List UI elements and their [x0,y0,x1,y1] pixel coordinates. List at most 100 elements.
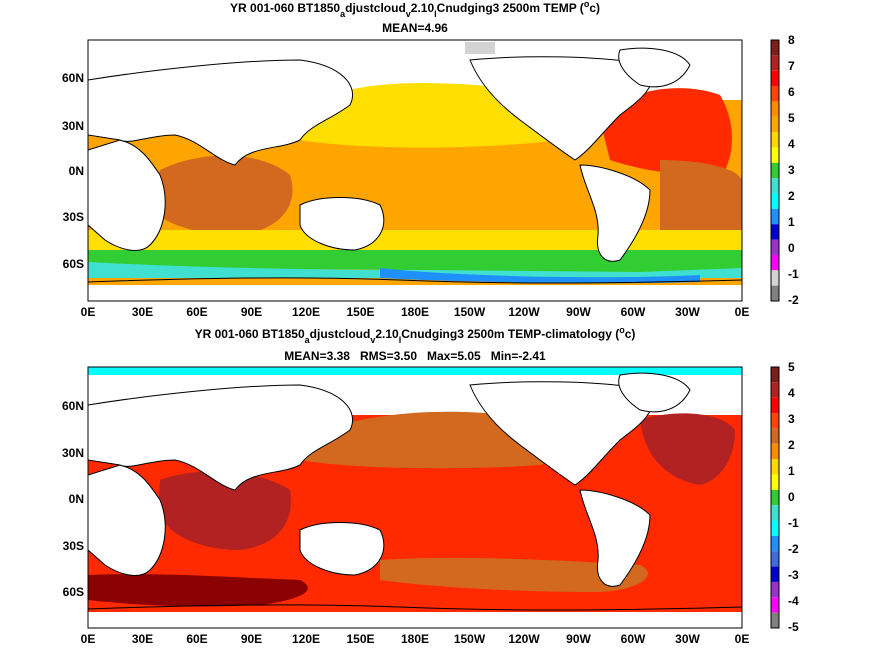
colorbar-swatch [771,162,779,179]
panel-2-colorbar [770,366,780,629]
colorbar-swatch [771,443,779,460]
colorbar-swatch [771,397,779,414]
colorbar-swatch [771,86,779,102]
panel-1-subtitle: MEAN=4.96 [382,21,448,35]
svg-text:0: 0 [788,490,795,504]
svg-text:4: 4 [788,137,795,151]
svg-text:-3: -3 [788,568,799,582]
colorbar-swatch [771,367,779,383]
colorbar-swatch [771,597,779,613]
svg-text:60N: 60N [62,71,84,85]
colorbar-swatch [771,428,779,444]
svg-text:5: 5 [788,111,795,125]
svg-text:60E: 60E [186,305,207,319]
svg-text:0E: 0E [735,305,750,319]
colorbar-swatch [771,101,779,117]
colorbar-swatch [771,581,779,598]
svg-text:150W: 150W [454,632,486,646]
colorbar-swatch [771,505,779,521]
colorbar-swatch [771,70,779,87]
colorbar-swatch [771,40,779,56]
panel-1-title: YR 001-060 BT1850adjustcloudv2.10lCnudgi… [230,0,600,19]
svg-text:3: 3 [788,412,795,426]
svg-text:-5: -5 [788,620,799,634]
svg-text:0E: 0E [81,632,96,646]
svg-text:90E: 90E [241,632,262,646]
svg-text:90W: 90W [566,632,591,646]
colorbar-swatch [771,382,779,398]
colorbar-swatch [771,224,779,240]
colorbar-swatch [771,520,779,536]
svg-text:60E: 60E [186,632,207,646]
colorbar-swatch [771,535,779,552]
svg-text:150E: 150E [346,632,374,646]
svg-text:180E: 180E [401,632,429,646]
svg-text:60S: 60S [63,585,84,599]
svg-text:60W: 60W [621,632,646,646]
colorbar-swatch [771,489,779,506]
colorbar-swatch [771,147,779,163]
panel-1-colorbar-labels: 8 7 6 5 4 3 2 1 0 -1 -2 [788,33,799,307]
svg-text:7: 7 [788,59,795,73]
svg-text:2: 2 [788,189,795,203]
svg-text:60N: 60N [62,399,84,413]
svg-text:90W: 90W [566,305,591,319]
panel-1-y-axis: 60N 30N 0N 30S 60S [62,71,84,271]
svg-text:30S: 30S [63,210,84,224]
svg-text:0: 0 [788,241,795,255]
svg-text:2: 2 [788,438,795,452]
svg-text:1: 1 [788,215,795,229]
svg-text:-1: -1 [788,267,799,281]
panel-2-map [87,366,743,629]
svg-text:30W: 30W [675,632,700,646]
colorbar-swatch [771,55,779,71]
colorbar-swatch [771,178,779,194]
panel-2-y-axis: 60N 30N 0N 30S 60S [62,399,84,599]
colorbar-swatch [771,254,779,271]
colorbar-swatch [771,270,779,286]
svg-text:60S: 60S [63,257,84,271]
panel-2-subtitle: MEAN=3.38 RMS=3.50 Max=5.05 Min=-2.41 [284,349,546,363]
svg-text:120W: 120W [508,305,540,319]
svg-text:6: 6 [788,85,795,99]
colorbar-swatch [771,413,779,429]
svg-text:30E: 30E [132,305,153,319]
svg-text:5: 5 [788,360,795,374]
svg-text:30N: 30N [62,446,84,460]
colorbar-swatch [771,566,779,582]
svg-text:-1: -1 [788,516,799,530]
svg-text:3: 3 [788,163,795,177]
colorbar-frame [770,366,780,629]
svg-text:-4: -4 [788,594,799,608]
svg-text:30E: 30E [132,632,153,646]
svg-text:120E: 120E [292,305,320,319]
panel-1-map [87,39,743,302]
svg-text:90E: 90E [241,305,262,319]
colorbar-swatch [771,459,779,475]
colorbar-swatch [771,612,779,628]
svg-text:150E: 150E [346,305,374,319]
colorbar-swatch [771,132,779,148]
panel-1: YR 001-060 BT1850adjustcloudv2.10lCnudgi… [62,0,799,319]
svg-text:-2: -2 [788,293,799,307]
panel-2-x-axis: 0E 30E 60E 90E 120E 150E 180E 150W 120W … [81,632,750,646]
svg-text:0E: 0E [735,632,750,646]
colorbar-swatch [771,551,779,567]
colorbar-swatch [771,208,779,225]
colorbar-swatch [771,239,779,255]
svg-text:60W: 60W [621,305,646,319]
svg-text:-2: -2 [788,542,799,556]
svg-text:180E: 180E [401,305,429,319]
panel-2-colorbar-labels: 5 4 3 2 1 0 -1 -2 -3 -4 -5 [788,360,799,634]
svg-text:8: 8 [788,33,795,47]
svg-text:0E: 0E [81,305,96,319]
colorbar-frame [770,39,780,302]
panel-2-title: YR 001-060 BT1850adjustcloudv2.10lCnudgi… [195,325,636,345]
svg-text:120E: 120E [292,632,320,646]
colorbar-swatch [771,193,779,209]
panel-2: YR 001-060 BT1850adjustcloudv2.10lCnudgi… [62,325,799,646]
panel-1-x-axis: 0E 30E 60E 90E 120E 150E 180E 150W 120W … [81,305,750,319]
svg-text:0N: 0N [69,164,84,178]
colorbar-swatch [771,474,779,490]
svg-text:150W: 150W [454,305,486,319]
